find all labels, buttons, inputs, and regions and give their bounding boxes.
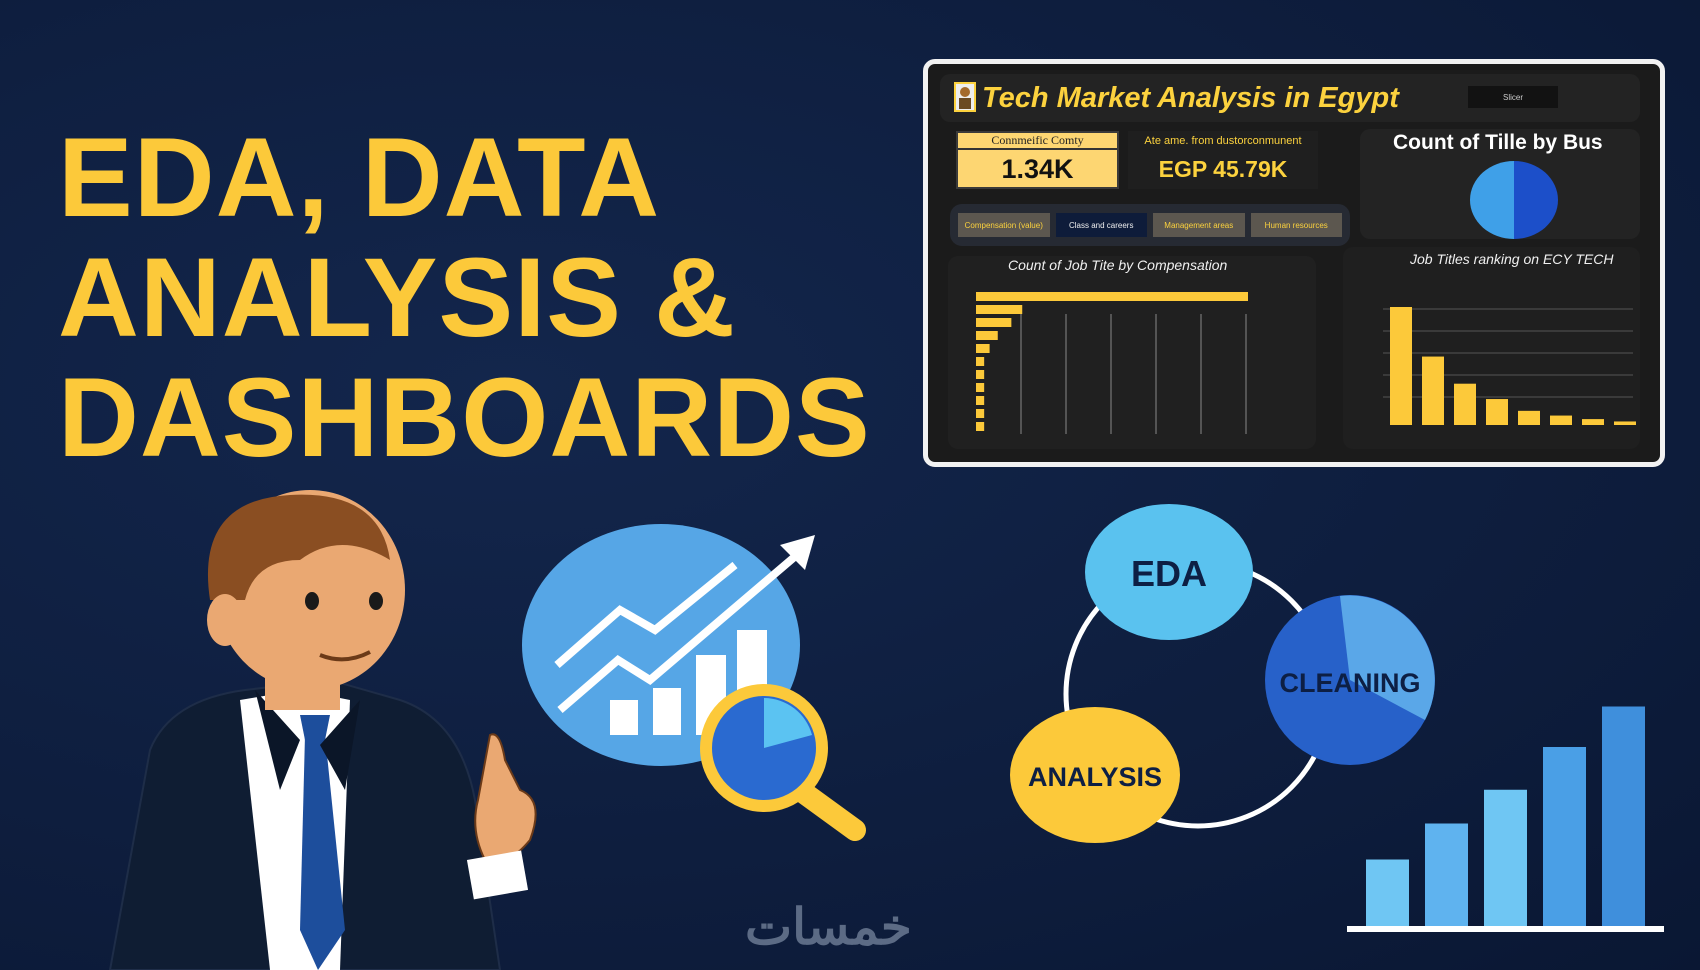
headline-line-2: ANALYSIS & (58, 235, 737, 360)
vbar-bar (1486, 399, 1508, 425)
cleaning-label: CLEANING (1280, 668, 1421, 698)
kpi-count-card: Connmeific Comty 1.34K (956, 131, 1119, 189)
graphic-bar (1543, 747, 1586, 927)
eda-node: EDA (1085, 504, 1253, 640)
kpi-average-value: EGP 45.79K (1158, 156, 1288, 182)
bar-graphic (1366, 706, 1645, 927)
slicer-box[interactable]: Slicer (1468, 86, 1558, 108)
headline-line-3: DASHBOARDS (58, 355, 871, 480)
cleaning-node: CLEANING (1265, 595, 1435, 765)
kpi-average-label: Ate ame. from dustorconmunent (1144, 135, 1302, 147)
analysis-label: ANALYSIS (1028, 762, 1162, 792)
graphic-bar (1602, 706, 1645, 927)
vbar-bar (1518, 410, 1540, 425)
hbar-bar (976, 422, 985, 431)
graphic-bar (1366, 859, 1409, 927)
kpi-count-value: 1.34K (1001, 154, 1074, 184)
graphic-bar (1484, 789, 1527, 927)
hbar-bar (976, 331, 998, 340)
pie-slice (1470, 161, 1514, 239)
filter-buttons: Compensation (value) Class and careers M… (950, 204, 1350, 246)
magnifier-icon (700, 684, 866, 841)
hbar-bar (976, 383, 985, 392)
vbar-bar (1422, 356, 1444, 425)
hbar-bar (976, 344, 990, 353)
hbar-bar (976, 409, 985, 418)
hbar-panel (948, 256, 1316, 449)
businessman-illustration (108, 490, 537, 970)
hbar-bar (976, 370, 985, 379)
pie-title: Count of Tille by Bus (1393, 131, 1603, 154)
vbar-chart (1383, 307, 1636, 425)
headline: EDA, DATA ANALYSIS & DASHBOARDS (58, 118, 871, 478)
hbar-bar (976, 305, 1023, 314)
pie-chart (1470, 161, 1558, 239)
dashboard-title: Tech Market Analysis in Egypt (982, 82, 1399, 114)
filter-button[interactable]: Management areas (1153, 213, 1245, 237)
filter-button[interactable]: Compensation (value) (958, 213, 1050, 237)
hbar-bar (976, 292, 1248, 301)
vbar-title: Job Titles ranking on ECY TECH (1410, 251, 1614, 267)
eda-label: EDA (1131, 553, 1207, 594)
hbar-chart (976, 292, 1248, 434)
vbar-bar (1582, 419, 1604, 425)
hbar-bar (976, 396, 985, 405)
dashboard-screenshot: Tech Market Analysis in Egypt Slicer Con… (923, 59, 1665, 467)
person-icon (954, 82, 976, 112)
analysis-node: ANALYSIS (1010, 707, 1180, 843)
headline-line-1: EDA, DATA (58, 115, 661, 240)
vbar-bar (1550, 415, 1572, 425)
vbar-bar (1454, 383, 1476, 425)
kpi-average-card: Ate ame. from dustorconmunent EGP 45.79K (1128, 131, 1318, 189)
vbar-bar (1614, 421, 1636, 425)
process-cycle: EDA CLEANING ANALYSIS (1010, 504, 1435, 843)
graphic-bar (1425, 823, 1468, 927)
filter-button[interactable]: Human resources (1250, 213, 1342, 237)
pie-slice (1514, 161, 1558, 239)
filter-button[interactable]: Class and careers (1055, 213, 1147, 237)
hbar-bar (976, 318, 1012, 327)
hbar-title: Count of Job Tite by Compensation (1008, 257, 1228, 273)
vbar-bar (1390, 307, 1412, 425)
kpi-count-label: Connmeific Comty (958, 133, 1117, 150)
hbar-bar (976, 357, 985, 366)
watermark-logo: خمسات (745, 899, 912, 955)
